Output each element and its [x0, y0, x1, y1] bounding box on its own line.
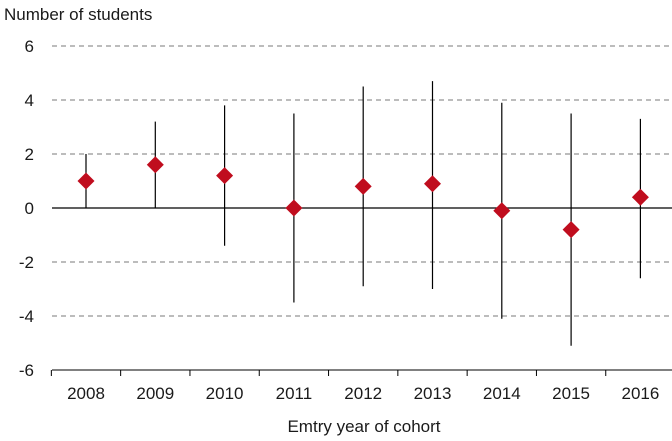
x-tick-label: 2013 — [414, 384, 452, 403]
data-markers — [77, 156, 649, 239]
x-tick-label: 2016 — [621, 384, 659, 403]
error-bars — [85, 81, 642, 346]
data-point-marker — [216, 167, 234, 185]
y-tick-label: 0 — [25, 199, 34, 218]
x-tick-label: 2009 — [136, 384, 174, 403]
y-tick-label: -4 — [19, 307, 34, 326]
x-tick-label: 2008 — [67, 384, 105, 403]
data-point-marker — [77, 172, 95, 190]
data-point-marker — [354, 177, 372, 195]
x-axis-title: Emtry year of cohort — [287, 417, 440, 436]
x-tick-label: 2014 — [483, 384, 521, 403]
data-point-marker — [424, 175, 441, 193]
y-tick-label: 2 — [25, 145, 34, 164]
y-tick-label: 6 — [25, 37, 34, 56]
data-point-marker — [146, 156, 164, 174]
data-point-marker — [285, 199, 303, 217]
x-tick-label: 2012 — [344, 384, 382, 403]
y-tick-label: 4 — [25, 91, 34, 110]
x-axis — [50, 207, 672, 376]
x-tick-label: 2011 — [276, 384, 313, 403]
x-tick-labels: 2008 2009 2010 2011 2012 2013 2014 2015 2016 — [67, 384, 659, 403]
x-tick-label: 2010 — [206, 384, 244, 403]
data-point-marker — [562, 221, 580, 239]
data-point-marker — [631, 188, 649, 206]
data-point-marker — [493, 202, 511, 220]
x-tick-label: 2015 — [552, 384, 590, 403]
y-axis-title: Number of students — [4, 5, 152, 24]
y-tick-label: -2 — [19, 253, 34, 272]
y-tick-label: -6 — [19, 361, 34, 380]
y-tick-labels: 6 4 2 0 -2 -4 -6 — [19, 37, 34, 380]
